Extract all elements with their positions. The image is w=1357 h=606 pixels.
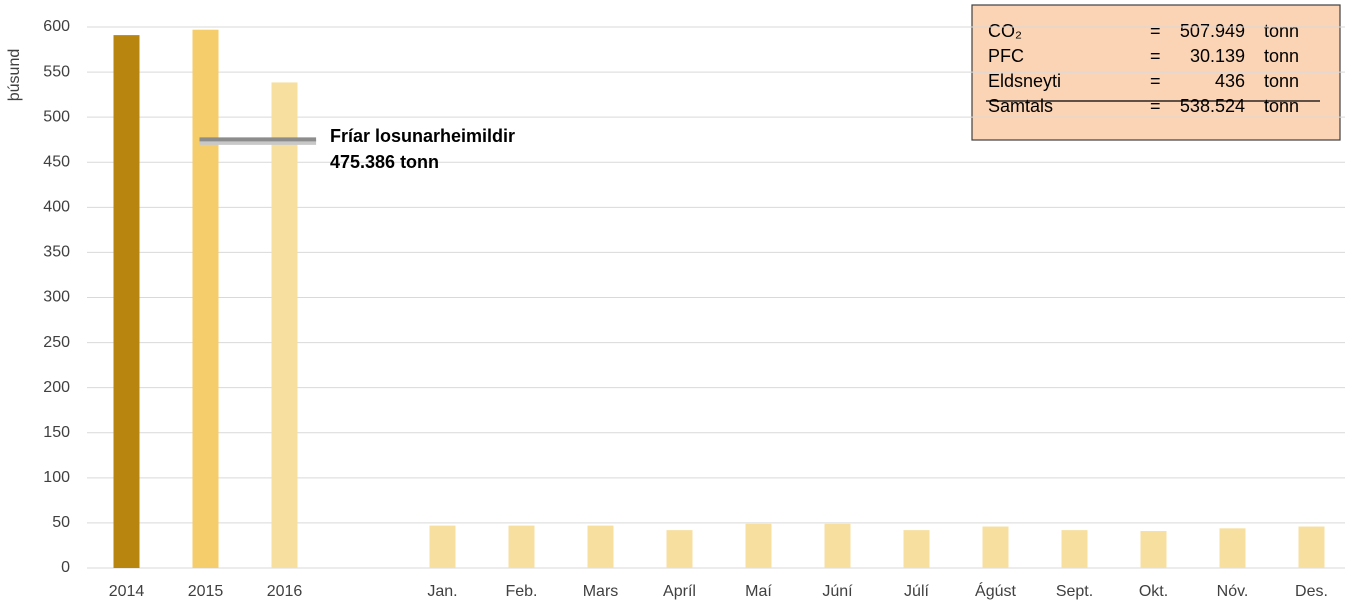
x-tick-label: Apríl (663, 583, 696, 600)
y-axis-label: þúsund (6, 49, 23, 102)
box-cell: tonn (1264, 96, 1299, 116)
x-tick-label: Jan. (427, 583, 457, 600)
bar (113, 35, 140, 569)
x-tick-label: Des. (1295, 583, 1328, 600)
bar (192, 29, 219, 568)
y-tick-label: 400 (43, 199, 70, 216)
bar (1219, 528, 1246, 568)
x-tick-label: 2014 (109, 583, 145, 600)
box-cell: 507.949 (1180, 21, 1245, 41)
x-tick-label: Feb. (505, 583, 537, 600)
box-cell: 30.139 (1190, 46, 1245, 66)
box-cell: 538.524 (1180, 96, 1245, 116)
bar (982, 526, 1009, 568)
bar (271, 82, 298, 569)
y-tick-label: 0 (61, 559, 70, 576)
box-cell: = (1150, 46, 1161, 66)
y-tick-label: 100 (43, 469, 70, 486)
y-tick-label: 50 (52, 514, 70, 531)
bar (587, 525, 614, 568)
box-cell: = (1150, 96, 1161, 116)
x-tick-label: Mars (583, 583, 619, 600)
bar (429, 525, 456, 568)
x-tick-label: Júlí (904, 583, 929, 600)
bar (1061, 530, 1088, 568)
x-tick-label: Maí (745, 583, 772, 600)
box-cell: tonn (1264, 71, 1299, 91)
x-tick-label: Júní (822, 583, 853, 600)
box-cell: CO₂ (988, 21, 1022, 41)
x-tick-label: Nóv. (1217, 583, 1249, 600)
y-tick-label: 300 (43, 289, 70, 306)
annotation-value: 475.386 tonn (330, 152, 439, 172)
box-cell: 436 (1215, 71, 1245, 91)
bar (1298, 526, 1325, 568)
bar (1140, 531, 1167, 568)
bar (666, 530, 693, 568)
y-tick-label: 550 (43, 63, 70, 80)
x-tick-label: Okt. (1139, 583, 1168, 600)
bar (903, 530, 930, 568)
bar (824, 523, 851, 568)
y-tick-label: 250 (43, 334, 70, 351)
bar (745, 523, 772, 568)
y-tick-label: 500 (43, 108, 70, 125)
box-cell: tonn (1264, 46, 1299, 66)
box-cell: = (1150, 71, 1161, 91)
x-tick-label: Sept. (1056, 583, 1093, 600)
annotation-text: Fríar losunarheimildir (330, 126, 515, 146)
box-cell: PFC (988, 46, 1024, 66)
box-cell: Samtals (988, 96, 1053, 116)
x-tick-label: Ágúst (975, 581, 1016, 600)
x-tick-label: 2016 (267, 583, 303, 600)
bar (508, 525, 535, 568)
y-tick-label: 150 (43, 424, 70, 441)
x-tick-label: 2015 (188, 583, 224, 600)
y-tick-label: 200 (43, 379, 70, 396)
box-cell: Eldsneyti (988, 71, 1061, 91)
box-cell: tonn (1264, 21, 1299, 41)
y-tick-label: 350 (43, 244, 70, 261)
box-cell: = (1150, 21, 1161, 41)
y-tick-label: 600 (43, 18, 70, 35)
y-tick-label: 450 (43, 153, 70, 170)
